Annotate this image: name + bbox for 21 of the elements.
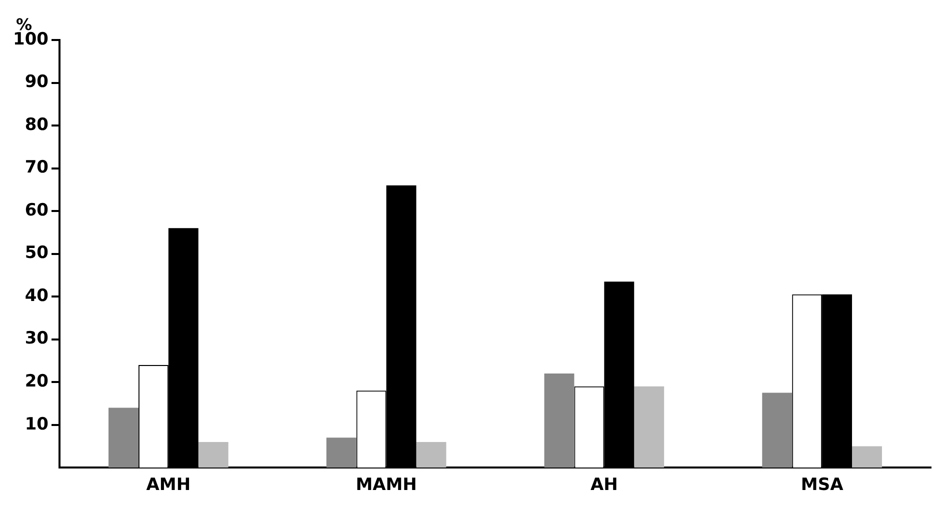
bar <box>762 392 792 468</box>
bar <box>198 442 228 468</box>
y-tick-label: 50 <box>24 243 49 264</box>
y-tick-label: 90 <box>24 72 49 92</box>
bar <box>326 438 356 468</box>
bar <box>544 374 574 468</box>
x-tick-label: MAMH <box>356 475 417 496</box>
y-tick-label: 40 <box>24 286 49 306</box>
y-tick-label: 20 <box>24 372 49 392</box>
y-tick-label: 30 <box>24 328 49 349</box>
bar <box>852 446 882 468</box>
x-tick-label: AMH <box>146 475 191 496</box>
y-tick-label: 80 <box>24 114 49 135</box>
y-tick-label: 70 <box>24 158 49 178</box>
bar <box>108 408 138 468</box>
x-tick-label: MSA <box>800 475 844 496</box>
bar <box>634 386 664 468</box>
y-tick-label: 60 <box>24 200 49 220</box>
bar <box>416 442 446 468</box>
y-tick-label: 10 <box>24 414 49 434</box>
x-tick-label: AH <box>590 475 618 496</box>
